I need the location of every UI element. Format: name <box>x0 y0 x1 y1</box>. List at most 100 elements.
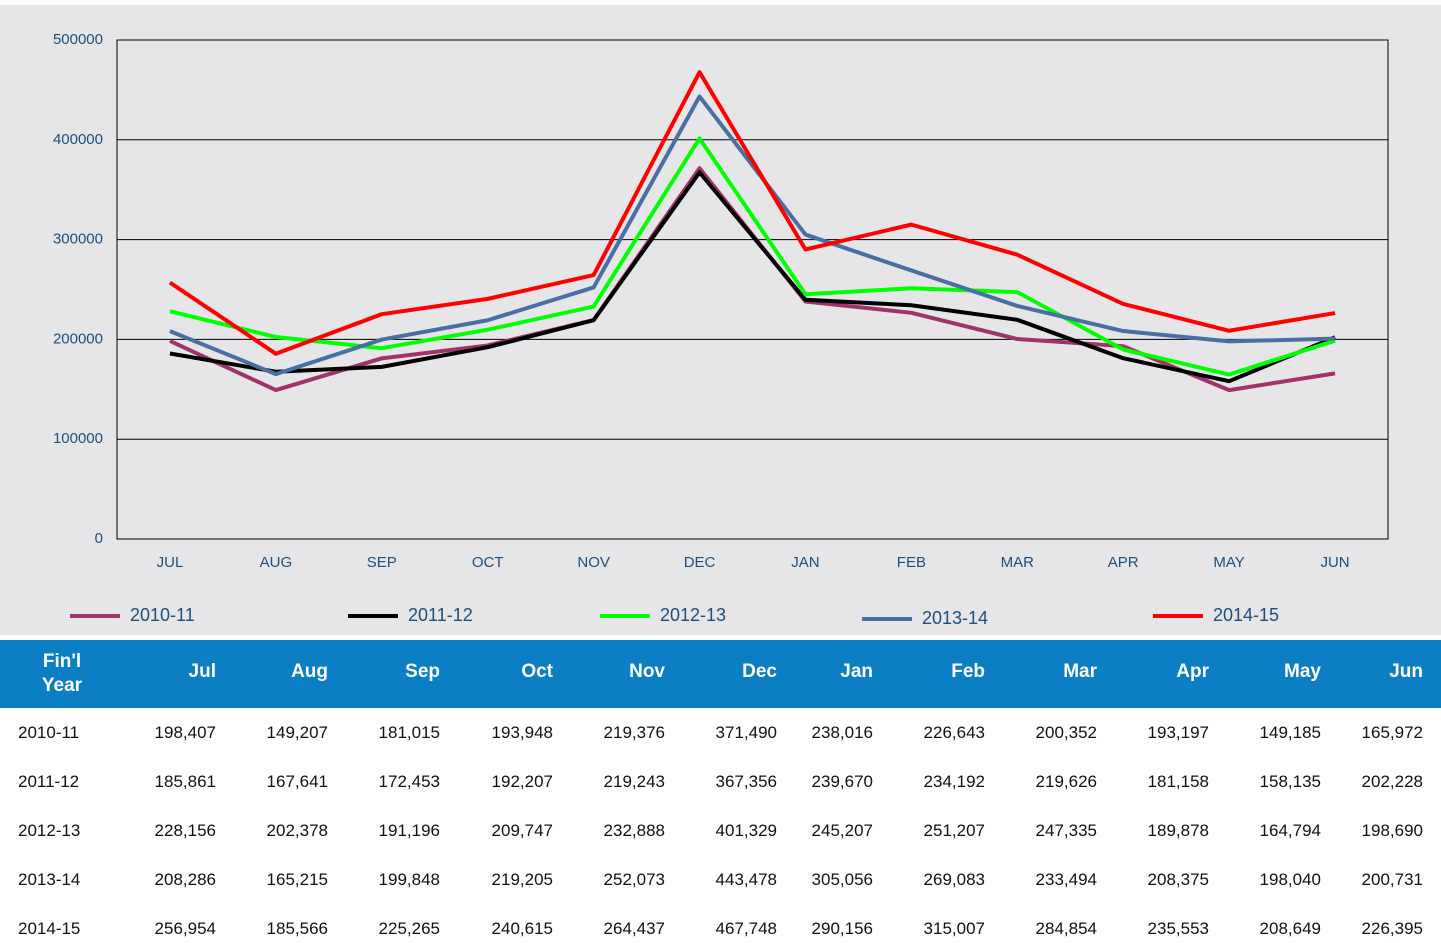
y-tick-label: 500000 <box>53 31 103 48</box>
legend-label: 2013-14 <box>922 608 988 628</box>
legend-label: 2012-13 <box>660 605 726 625</box>
header-cell: Nov <box>629 661 665 682</box>
table-cell: 200,352 <box>1035 723 1097 742</box>
table-cell: 238,016 <box>811 723 873 742</box>
table-cell: 219,376 <box>603 723 665 742</box>
x-tick-label: MAR <box>1001 554 1035 571</box>
plot-frame <box>116 39 1389 540</box>
x-tick-label: JUN <box>1320 554 1349 571</box>
header-cell: Sep <box>405 661 440 682</box>
table-cell: 202,228 <box>1361 772 1423 791</box>
table-cell: 234,192 <box>923 772 985 791</box>
row-label: 2011-12 <box>18 772 80 791</box>
table-cell: 198,407 <box>154 723 216 742</box>
table-cell: 251,207 <box>923 821 985 840</box>
table-cell: 202,378 <box>266 821 328 840</box>
row-label: 2010-11 <box>18 723 80 742</box>
table-cell: 165,215 <box>266 870 328 889</box>
table-cell: 247,335 <box>1035 821 1097 840</box>
table-cell: 172,453 <box>378 772 440 791</box>
legend-label: 2011-12 <box>408 605 473 625</box>
header-cell: Oct <box>521 661 553 682</box>
table-cell: 167,641 <box>266 772 328 791</box>
header-cell: Jun <box>1389 661 1423 682</box>
table-cell: 158,135 <box>1259 772 1321 791</box>
table-cell: 219,626 <box>1035 772 1097 791</box>
x-tick-label: MAY <box>1213 554 1244 571</box>
legend-label: 2010-11 <box>130 605 195 625</box>
table-cell: 240,615 <box>491 919 553 938</box>
table-cell: 219,205 <box>491 870 553 889</box>
table-cell: 149,185 <box>1259 723 1321 742</box>
table-header-bar <box>0 640 1441 708</box>
table-cell: 185,566 <box>266 919 328 938</box>
table-cell: 181,158 <box>1147 772 1209 791</box>
y-tick-label: 400000 <box>53 131 103 148</box>
table-cell: 185,861 <box>154 772 216 791</box>
series-line <box>169 170 1336 384</box>
table-cell: 443,478 <box>715 870 777 889</box>
table-cell: 181,015 <box>378 723 440 742</box>
legend-label: 2014-15 <box>1213 605 1279 625</box>
series-line <box>169 94 1336 377</box>
table-cell: 256,954 <box>154 919 216 938</box>
table-cell: 245,207 <box>811 821 873 840</box>
table-cell: 208,649 <box>1259 919 1321 938</box>
table-cell: 200,731 <box>1361 870 1423 889</box>
table-cell: 252,073 <box>603 870 665 889</box>
y-tick-label: 300000 <box>53 231 103 248</box>
x-tick-label: NOV <box>577 554 610 571</box>
table-cell: 199,848 <box>378 870 440 889</box>
table-cell: 315,007 <box>923 919 985 938</box>
table-cell: 401,329 <box>715 821 777 840</box>
row-label: 2012-13 <box>18 821 81 840</box>
x-tick-label: FEB <box>897 554 926 571</box>
table-cell: 228,156 <box>154 821 216 840</box>
table-cell: 284,854 <box>1035 919 1097 938</box>
x-tick-label: SEP <box>367 554 397 571</box>
table-cell: 226,643 <box>923 723 985 742</box>
x-tick-label: AUG <box>260 554 293 571</box>
x-tick-label: APR <box>1108 554 1139 571</box>
row-label: 2014-15 <box>18 919 81 938</box>
table-cell: 225,265 <box>378 919 440 938</box>
table-cell: 209,747 <box>491 821 553 840</box>
x-tick-label: JUL <box>157 554 184 571</box>
table-cell: 290,156 <box>811 919 873 938</box>
table-cell: 269,083 <box>923 870 985 889</box>
header-cell: Jul <box>188 661 216 682</box>
table-cell: 149,207 <box>266 723 328 742</box>
table-cell: 165,972 <box>1361 723 1423 742</box>
table-cell: 198,040 <box>1259 870 1321 889</box>
header-cell: May <box>1284 661 1321 682</box>
table-cell: 191,196 <box>378 821 440 840</box>
table-cell: 226,395 <box>1361 919 1423 938</box>
table-cell: 189,878 <box>1147 821 1209 840</box>
table-cell: 367,356 <box>715 772 777 791</box>
table-cell: 232,888 <box>603 821 665 840</box>
y-tick-label: 0 <box>95 530 103 547</box>
table-cell: 198,690 <box>1361 821 1423 840</box>
y-tick-label: 200000 <box>53 330 103 347</box>
header-cell: Fin'l Year <box>41 651 83 696</box>
header-cell: Mar <box>1063 661 1097 682</box>
header-cell: Feb <box>951 661 985 682</box>
table-cell: 208,286 <box>154 870 216 889</box>
table-cell: 467,748 <box>715 919 777 938</box>
header-cell: Aug <box>291 661 328 682</box>
header-cell: Jan <box>840 661 873 682</box>
x-tick-label: OCT <box>472 554 504 571</box>
table-cell: 193,197 <box>1147 723 1209 742</box>
table-cell: 193,948 <box>491 723 553 742</box>
header-cell: Dec <box>742 661 777 682</box>
x-tick-label: DEC <box>684 554 716 571</box>
table-cell: 208,375 <box>1147 870 1209 889</box>
series-line <box>168 70 1336 356</box>
table-cell: 305,056 <box>811 870 873 889</box>
table-cell: 264,437 <box>603 919 665 938</box>
table-cell: 239,670 <box>811 772 873 791</box>
x-tick-label: JAN <box>791 554 819 571</box>
table-cell: 233,494 <box>1035 870 1097 889</box>
table-cell: 192,207 <box>491 772 553 791</box>
